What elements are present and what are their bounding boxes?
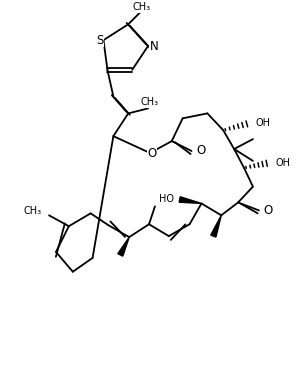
Text: HO: HO xyxy=(159,194,174,205)
Text: O: O xyxy=(196,144,206,157)
Text: S: S xyxy=(96,34,103,46)
Text: N: N xyxy=(150,40,158,53)
Polygon shape xyxy=(179,197,202,203)
Text: CH₃: CH₃ xyxy=(132,3,150,13)
Text: OH: OH xyxy=(276,158,291,168)
Text: OH: OH xyxy=(256,118,271,128)
Text: O: O xyxy=(147,147,157,160)
Polygon shape xyxy=(211,215,221,237)
Text: CH₃: CH₃ xyxy=(141,98,159,107)
Text: O: O xyxy=(264,204,273,217)
Polygon shape xyxy=(118,237,129,256)
Text: CH₃: CH₃ xyxy=(24,207,42,216)
